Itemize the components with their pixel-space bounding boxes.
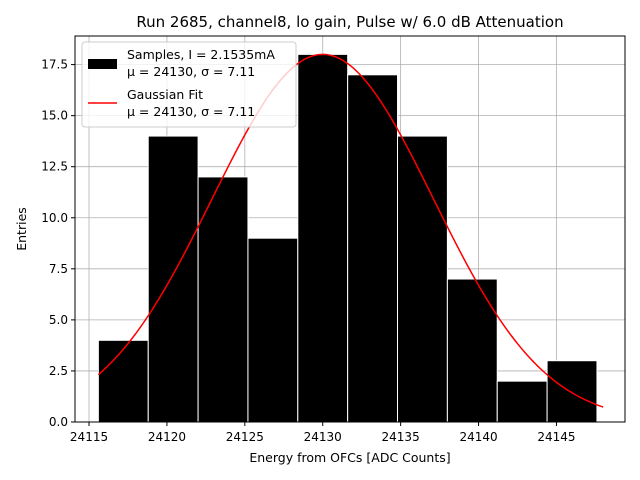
x-tick-label: 24120 <box>148 430 186 444</box>
legend-swatch-samples <box>88 59 117 69</box>
x-tick-label: 24140 <box>459 430 497 444</box>
x-axis-label: Energy from OFCs [ADC Counts] <box>249 450 450 465</box>
legend-stats-fit: μ = 24130, σ = 7.11 <box>127 104 255 119</box>
x-tick-label: 24125 <box>226 430 264 444</box>
y-tick-label: 7.5 <box>49 262 68 276</box>
histogram-bar <box>446 278 498 423</box>
y-tick-label: 12.5 <box>41 160 68 174</box>
y-tick-label: 15.0 <box>41 109 68 123</box>
y-tick-label: 10.0 <box>41 211 68 225</box>
x-tick-label: 24130 <box>304 430 342 444</box>
legend-label-fit: Gaussian Fit <box>127 87 203 102</box>
histogram-bar <box>297 53 349 423</box>
plot-frame <box>74 35 626 423</box>
x-tick-label: 24135 <box>382 430 420 444</box>
histogram-bar <box>496 380 548 423</box>
y-tick-label: 5.0 <box>49 313 68 327</box>
histogram-bar <box>97 339 149 423</box>
histogram-bar <box>147 135 199 423</box>
legend: Samples, I = 2.1535mA μ = 24130, σ = 7.1… <box>81 41 297 128</box>
y-axis-label: Entries <box>14 207 29 251</box>
histogram-bar <box>197 176 249 423</box>
legend-label-samples: Samples, I = 2.1535mA <box>127 47 275 62</box>
y-tick-label: 2.5 <box>49 364 68 378</box>
x-tick-label: 24115 <box>70 430 108 444</box>
x-tick-label: 24145 <box>537 430 575 444</box>
histogram-bar <box>347 74 399 423</box>
legend-stats-samples: μ = 24130, σ = 7.11 <box>127 64 255 79</box>
legend-box <box>81 41 297 128</box>
histogram-bar <box>247 237 299 423</box>
y-tick-label: 17.5 <box>41 58 68 72</box>
chart-title: Run 2685, channel8, lo gain, Pulse w/ 6.… <box>136 13 563 31</box>
gaussian-fit-line <box>97 53 604 408</box>
histogram-bar <box>397 135 448 423</box>
x-axis-ticks: 24115 24120 24125 24130 24135 24140 24145 <box>70 422 576 444</box>
y-tick-label: 0.0 <box>49 415 68 429</box>
y-axis-ticks: 0.0 2.5 5.0 7.5 10.0 12.5 15.0 17.5 <box>41 58 75 429</box>
histogram-bar <box>546 360 598 423</box>
